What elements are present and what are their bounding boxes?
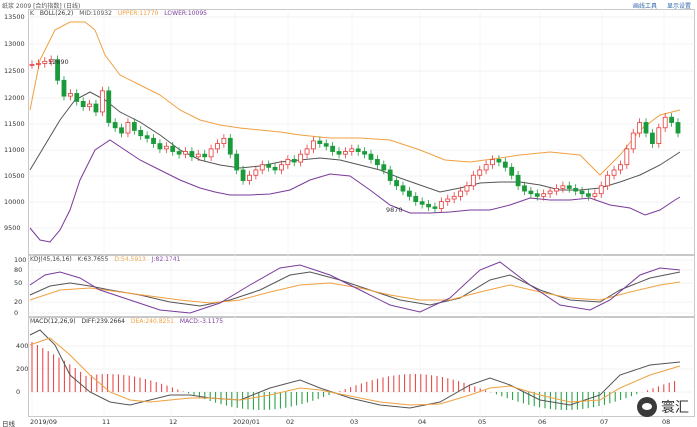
- toolbar-link-settings[interactable]: 显示设置: [666, 3, 691, 10]
- kline-y-tick: 11500: [4, 120, 25, 128]
- kline-y-tick: 12500: [4, 67, 25, 75]
- kline-y-tick: 13000: [4, 40, 25, 48]
- kline-y-tick: 13500: [4, 13, 25, 21]
- kdj-y-tick: 50: [14, 279, 23, 287]
- boll-lower-value: LOWER:10095: [164, 10, 207, 17]
- boll-legend: K BOLL(26,2) MID:10932 UPPER:11770 LOWER…: [30, 10, 211, 17]
- x-axis-tick: 2020/01: [233, 418, 261, 426]
- kline-y-tick: 10000: [4, 198, 25, 206]
- kdj-k-value: K:63.7655: [77, 256, 109, 263]
- title-bar: 纸浆 2009 [合约指数] (日线) 画线工具 显示设置: [0, 0, 697, 10]
- kdj-legend: KDJ(45,16,16) K:63.7655 D:54.5913 J:82.1…: [30, 256, 184, 263]
- x-axis-tick: 05: [478, 418, 487, 426]
- kdj-y-tick: 100: [14, 256, 27, 264]
- kdj-y-tick: 80: [14, 266, 23, 274]
- x-axis-tick: 12: [169, 418, 178, 426]
- window-title: 纸浆 2009 [合约指数] (日线): [2, 3, 81, 10]
- kdj-j-value: J:82.1741: [151, 256, 181, 263]
- boll-mid-value: MID:10932: [79, 10, 112, 17]
- boll-indicator-name: BOLL(26,2): [39, 10, 74, 17]
- watermark: 寰汇: [637, 397, 689, 417]
- toolbar-links: 画线工具 显示设置: [625, 1, 691, 10]
- high-price-annotation: 12690: [48, 58, 69, 66]
- macd-name: MACD(12,26,9): [30, 318, 76, 325]
- kdj-name: KDJ(45,16,16): [30, 256, 72, 263]
- x-axis-tick: 06: [538, 418, 547, 426]
- kline-y-tick: 12000: [4, 94, 25, 102]
- boll-upper-value: UPPER:11770: [117, 10, 159, 17]
- x-axis-tick: 11: [102, 418, 111, 426]
- macd-y-tick: 200: [16, 365, 29, 373]
- low-price-annotation: 9870: [386, 206, 403, 214]
- kdj-y-tick: 0: [14, 309, 19, 317]
- macd-macd-value: MACD:-3.1175: [179, 318, 224, 325]
- macd-dea-value: DEA:240.8251: [130, 318, 174, 325]
- kline-y-tick: 11000: [4, 146, 25, 154]
- kdj-panel[interactable]: [28, 255, 695, 317]
- kline-y-tick: 9500: [4, 224, 21, 232]
- toolbar-link-draw[interactable]: 画线工具: [633, 3, 658, 10]
- x-axis-tick: 07: [600, 418, 609, 426]
- x-axis-tick: 04: [418, 418, 427, 426]
- boll-k-label: K: [30, 10, 34, 17]
- watermark-logo-icon: [637, 397, 657, 417]
- x-axis-tick: 08: [662, 418, 671, 426]
- kline-panel[interactable]: [28, 9, 695, 255]
- x-axis-tick: 03: [350, 418, 359, 426]
- macd-y-tick: 0: [16, 388, 21, 396]
- x-axis-tick: 2019/09: [30, 418, 58, 426]
- x-axis-tick: 02: [286, 418, 295, 426]
- watermark-text: 寰汇: [661, 400, 689, 416]
- kline-y-tick: 10500: [4, 172, 25, 180]
- macd-legend: MACD(12,26,9) DIFF:239.2664 DEA:240.8251…: [30, 318, 227, 325]
- kdj-d-value: D:54.5913: [114, 256, 146, 263]
- macd-diff-value: DIFF:239.2664: [81, 318, 125, 325]
- macd-y-tick: 400: [16, 342, 29, 350]
- period-label: 日线: [2, 420, 15, 427]
- kdj-y-tick: 20: [14, 298, 23, 306]
- macd-panel[interactable]: [28, 317, 695, 417]
